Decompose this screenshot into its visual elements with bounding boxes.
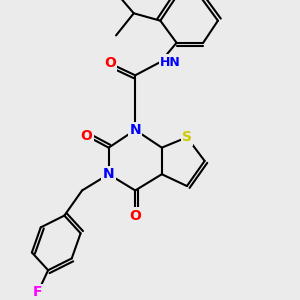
Text: S: S <box>182 130 192 144</box>
Text: N: N <box>129 123 141 137</box>
Text: F: F <box>33 285 43 299</box>
Text: HN: HN <box>160 56 181 68</box>
Text: N: N <box>103 167 115 181</box>
Text: O: O <box>104 56 116 70</box>
Text: O: O <box>129 208 141 223</box>
Text: O: O <box>81 129 92 143</box>
